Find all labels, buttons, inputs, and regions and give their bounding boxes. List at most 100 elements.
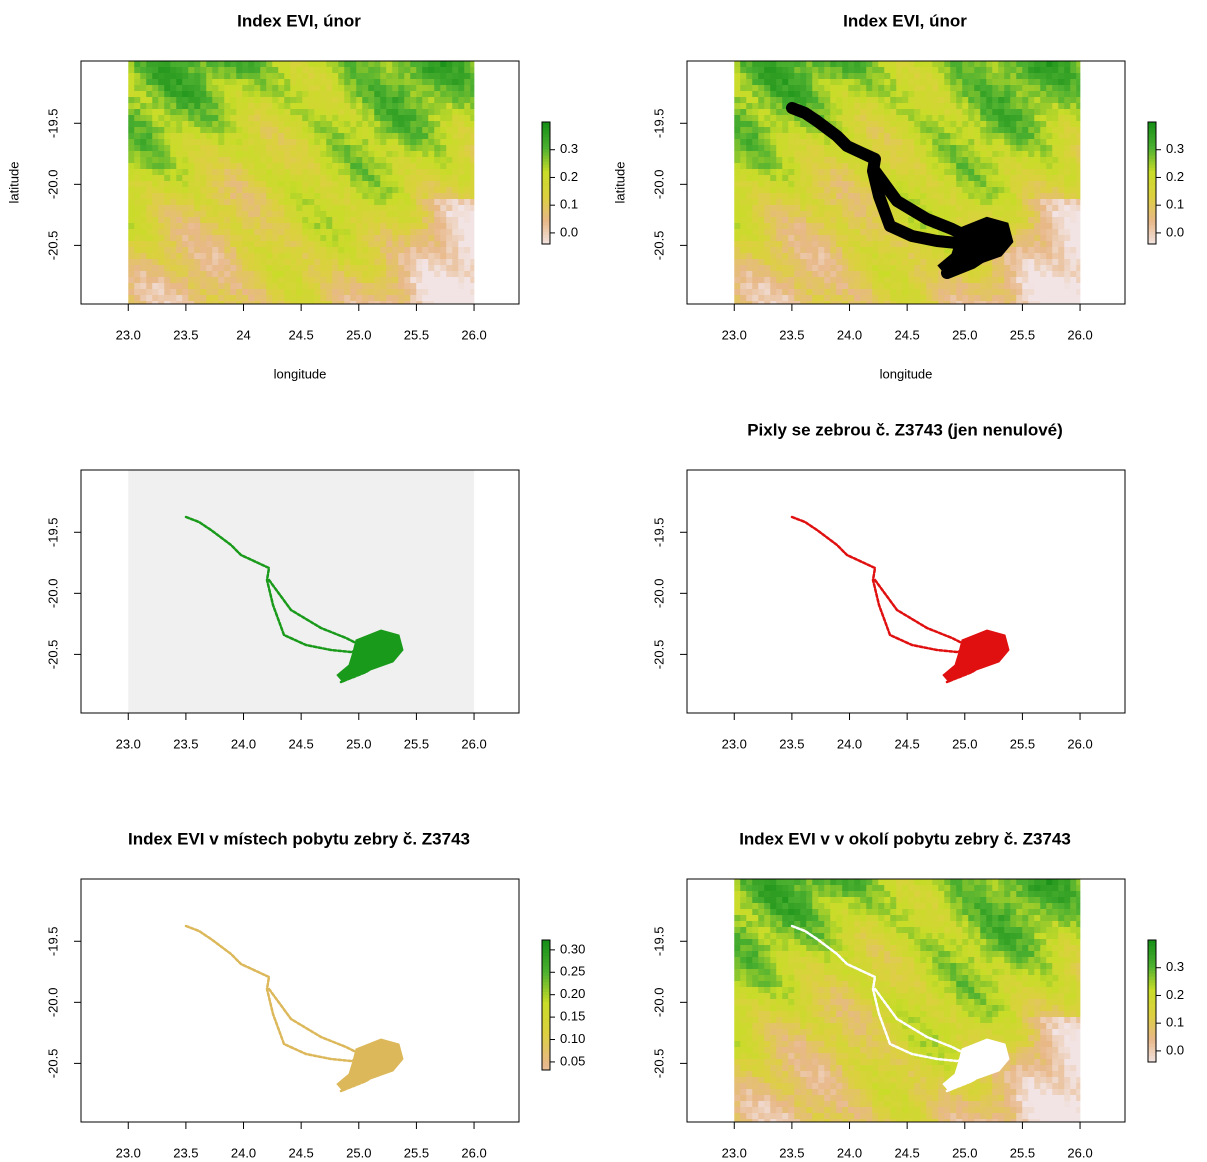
raster-cell [224,253,230,259]
raster-cell [266,181,272,187]
raster-cell [188,223,194,229]
raster-cell [308,85,314,91]
raster-cell [350,169,356,175]
raster-cell [1028,175,1034,181]
raster-cell [380,193,386,199]
raster-cell [368,127,374,133]
raster-cell [134,253,140,259]
raster-cell [398,73,404,79]
raster-cell [374,121,380,127]
raster-cell [878,73,884,79]
raster-cell [740,109,746,115]
raster-cell [806,79,812,85]
raster-cell [458,115,464,121]
raster-cell [254,145,260,151]
raster-cell [818,277,824,283]
raster-cell [1076,133,1080,139]
raster-cell [470,247,474,253]
raster-cell [920,139,926,145]
raster-cell [188,265,194,271]
raster-cell [956,163,962,169]
raster-cell [848,295,854,301]
raster-cell [1016,103,1022,109]
raster-cell [302,163,308,169]
raster-cell [794,67,800,73]
raster-cell [908,283,914,289]
raster-cell [218,175,224,181]
raster-cell [146,115,152,121]
raster-cell [1028,73,1034,79]
raster-cell [170,85,176,91]
raster-cell [824,223,830,229]
raster-cell [242,139,248,145]
raster-cell [344,169,350,175]
raster-cell [326,229,332,235]
raster-cell [266,139,272,145]
raster-cell [218,97,224,103]
raster-cell [236,193,242,199]
raster-cell [452,199,458,205]
x-tick-label: 24.5 [894,327,919,342]
raster-cell [182,67,188,73]
raster-cell [248,271,254,277]
raster-cell [182,259,188,265]
raster-cell [794,229,800,235]
raster-cell [404,151,410,157]
raster-cell [254,139,260,145]
raster-cell [1058,121,1064,127]
raster-cell [734,85,740,91]
raster-cell [914,187,920,193]
raster-cell [392,253,398,259]
raster-cell [968,73,974,79]
raster-cell [284,205,290,211]
raster-cell [326,121,332,127]
raster-cell [182,175,188,181]
raster-cell [842,283,848,289]
raster-cell [254,289,260,295]
raster-cell [1070,133,1076,139]
raster-cell [944,295,950,301]
raster-cell [1064,235,1070,241]
raster-cell [128,187,134,193]
raster-cell [218,91,224,97]
raster-cell [1034,217,1040,223]
raster-cell [242,259,248,265]
raster-cell [242,79,248,85]
raster-cell [782,157,788,163]
raster-cell [236,139,242,145]
raster-cell [182,253,188,259]
raster-cell [332,295,338,301]
raster-cell [986,91,992,97]
raster-cell [1034,79,1040,85]
raster-cell [842,265,848,271]
raster-cell [158,211,164,217]
raster-cell [194,181,200,187]
raster-cell [1076,289,1080,295]
raster-cell [998,295,1004,301]
raster-cell [326,193,332,199]
raster-cell [998,211,1004,217]
raster-cell [308,205,314,211]
raster-cell [356,121,362,127]
raster-cell [434,169,440,175]
raster-cell [908,133,914,139]
colorbar-cell [542,183,550,186]
raster-cell [416,85,422,91]
raster-cell [440,133,446,139]
raster-cell [266,283,272,289]
raster-cell [248,133,254,139]
raster-cell [140,193,146,199]
raster-cell [788,205,794,211]
raster-cell [452,109,458,115]
raster-cell [1022,223,1028,229]
raster-cell [140,97,146,103]
raster-cell [770,163,776,169]
raster-cell [926,169,932,175]
raster-cell [422,235,428,241]
raster-cell [182,79,188,85]
raster-cell [452,139,458,145]
raster-cell [140,265,146,271]
raster-cell [464,259,470,265]
raster-cell [416,217,422,223]
raster-cell [1052,217,1058,223]
